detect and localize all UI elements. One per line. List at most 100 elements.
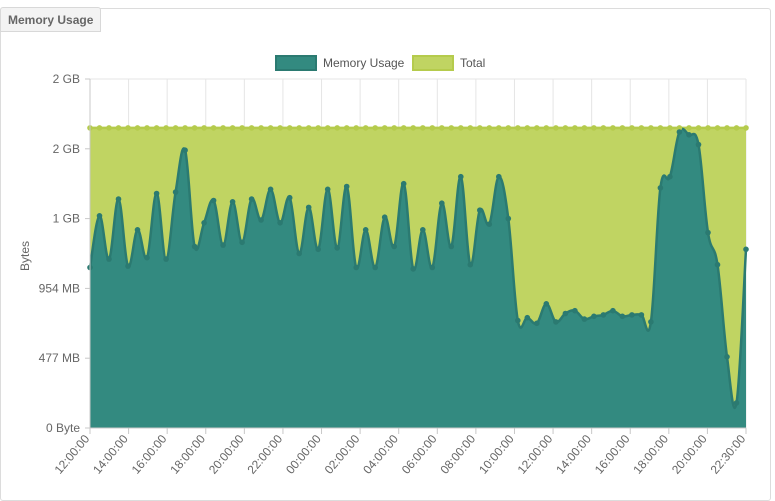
total-point[interactable] [505,125,512,131]
total-point[interactable] [220,125,226,131]
memory-usage-point[interactable] [420,227,426,233]
total-point[interactable] [619,125,626,131]
total-point[interactable] [543,125,550,131]
total-point[interactable] [562,125,569,131]
memory-usage-point[interactable] [581,316,588,322]
total-point[interactable] [239,125,245,131]
total-point[interactable] [724,125,730,131]
memory-usage-point[interactable] [676,129,683,135]
memory-usage-point[interactable] [467,261,474,268]
total-point[interactable] [572,125,578,131]
memory-usage-point[interactable] [391,243,398,250]
memory-usage-point[interactable] [496,173,502,180]
total-legend-swatch[interactable] [412,55,454,71]
total-point[interactable] [372,125,379,131]
total-legend-label[interactable]: Total [460,56,485,70]
memory-usage-point[interactable] [629,312,635,318]
total-point[interactable] [610,125,616,131]
total-point[interactable] [343,125,350,131]
total-point[interactable] [115,125,122,131]
total-point[interactable] [686,125,692,131]
memory-usage-point[interactable] [610,307,616,314]
memory-usage-point[interactable] [191,243,198,250]
memory-usage-point[interactable] [562,310,569,317]
memory-usage-point[interactable] [153,190,160,197]
memory-usage-point[interactable] [458,173,464,180]
memory-usage-point[interactable] [315,246,322,253]
memory-usage-point[interactable] [239,239,245,246]
total-point[interactable] [286,125,293,131]
total-point[interactable] [629,125,635,131]
total-point[interactable] [695,125,702,131]
memory-usage-point[interactable] [448,243,455,250]
total-point[interactable] [248,125,255,131]
memory-usage-point[interactable] [372,264,379,271]
total-point[interactable] [648,125,654,131]
total-point[interactable] [439,125,445,131]
memory-usage-point[interactable] [724,354,730,360]
total-point[interactable] [125,125,131,131]
memory-usage-point[interactable] [96,213,103,219]
memory-usage-point[interactable] [258,217,264,223]
memory-usage-point[interactable] [410,266,417,272]
memory-usage-point[interactable] [400,180,407,187]
total-point[interactable] [486,125,493,131]
memory-usage-point[interactable] [648,319,654,325]
total-point[interactable] [591,125,597,131]
total-point[interactable] [515,125,521,131]
memory-usage-point[interactable] [248,196,255,202]
memory-usage-point[interactable] [505,215,512,222]
total-point[interactable] [153,125,160,131]
total-point[interactable] [315,125,322,131]
total-point[interactable] [467,125,474,131]
total-point[interactable] [191,125,198,131]
memory-usage-point[interactable] [201,220,207,226]
memory-usage-point[interactable] [277,220,283,226]
memory-usage-point[interactable] [486,221,493,227]
total-point[interactable] [163,125,169,131]
memory-usage-point[interactable] [267,186,274,193]
total-point[interactable] [258,125,264,131]
total-point[interactable] [96,125,103,131]
memory-usage-point[interactable] [296,250,303,257]
total-point[interactable] [400,125,407,131]
total-point[interactable] [410,125,417,131]
memory-usage-point[interactable] [543,301,550,307]
total-point[interactable] [362,125,369,131]
total-point[interactable] [134,125,141,131]
memory-usage-point[interactable] [305,204,312,211]
total-point[interactable] [324,125,331,131]
total-point[interactable] [714,125,721,131]
total-point[interactable] [420,125,426,131]
total-point[interactable] [229,125,236,131]
total-point[interactable] [144,125,150,131]
memory-usage-point[interactable] [324,186,331,193]
total-point[interactable] [534,125,540,131]
memory-usage-point[interactable] [638,312,645,318]
memory-usage-point[interactable] [125,263,131,269]
total-point[interactable] [657,125,664,131]
total-point[interactable] [524,125,531,131]
total-point[interactable] [676,125,683,131]
total-point[interactable] [458,125,464,131]
memory-usage-point[interactable] [334,245,341,251]
memory-usage-point[interactable] [210,197,217,204]
memory-usage-point[interactable] [353,264,360,271]
total-point[interactable] [296,125,303,131]
memory-usage-point[interactable] [429,264,436,271]
memory-usage-point[interactable] [163,256,169,262]
memory-usage-point[interactable] [229,199,236,205]
memory-usage-point[interactable] [144,254,150,261]
total-point[interactable] [172,125,179,131]
total-point[interactable] [381,125,388,131]
memory-usage-legend-swatch[interactable] [275,55,317,71]
total-point[interactable] [106,125,112,131]
total-point[interactable] [581,125,588,131]
memory-usage-point[interactable] [686,132,692,138]
memory-usage-point[interactable] [115,196,122,202]
total-point[interactable] [210,125,217,131]
memory-usage-point[interactable] [714,261,721,268]
total-point[interactable] [334,125,341,131]
memory-usage-point[interactable] [705,229,711,236]
memory-usage-point[interactable] [733,400,740,406]
